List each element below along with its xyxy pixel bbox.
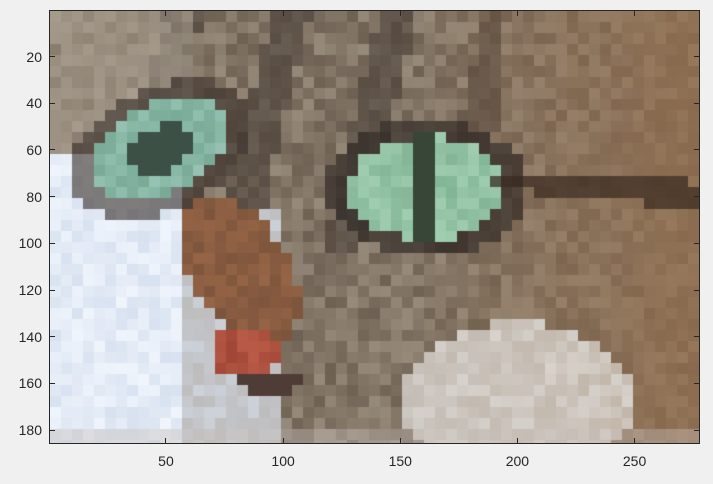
y-tick-mark: [50, 149, 55, 151]
image-axes[interactable]: [49, 10, 700, 444]
y-tick-mark: [694, 429, 699, 431]
y-tick-label: 180: [18, 422, 42, 439]
x-tick-mark: [399, 438, 401, 443]
y-tick-label: 20: [26, 48, 42, 65]
y-tick-label: 140: [18, 328, 42, 345]
x-tick-label: 250: [622, 453, 647, 469]
x-tick-label: 100: [271, 453, 295, 469]
y-tick-label: 40: [26, 95, 42, 112]
y-tick-mark: [50, 102, 55, 104]
cat-image: [50, 11, 699, 443]
x-tick-label: 50: [158, 453, 174, 469]
y-tick-mark: [50, 56, 55, 58]
y-tick-label: 60: [26, 141, 42, 158]
x-tick-label: 200: [505, 453, 530, 469]
y-tick-mark: [694, 149, 699, 151]
y-tick-mark: [50, 336, 55, 338]
x-tick-mark: [165, 438, 167, 443]
y-tick-mark: [50, 382, 55, 384]
x-tick-mark: [282, 11, 284, 16]
y-tick-mark: [694, 242, 699, 244]
x-tick-label: 150: [388, 453, 412, 469]
x-tick-mark: [634, 438, 636, 443]
y-tick-mark: [694, 102, 699, 104]
y-tick-label: 100: [18, 235, 42, 252]
x-tick-mark: [399, 11, 401, 16]
y-tick-mark: [50, 242, 55, 244]
y-tick-label: 80: [26, 188, 42, 205]
y-tick-mark: [50, 289, 55, 291]
y-tick-mark: [694, 289, 699, 291]
x-tick-mark: [516, 11, 518, 16]
x-tick-mark: [516, 438, 518, 443]
y-tick-mark: [50, 196, 55, 198]
y-tick-mark: [694, 382, 699, 384]
x-tick-mark: [634, 11, 636, 16]
y-tick-mark: [694, 196, 699, 198]
x-tick-mark: [165, 11, 167, 16]
y-tick-mark: [694, 336, 699, 338]
y-tick-label: 120: [18, 282, 42, 299]
y-tick-mark: [50, 429, 55, 431]
y-tick-mark: [694, 56, 699, 58]
y-tick-label: 160: [18, 375, 42, 392]
x-tick-mark: [282, 438, 284, 443]
